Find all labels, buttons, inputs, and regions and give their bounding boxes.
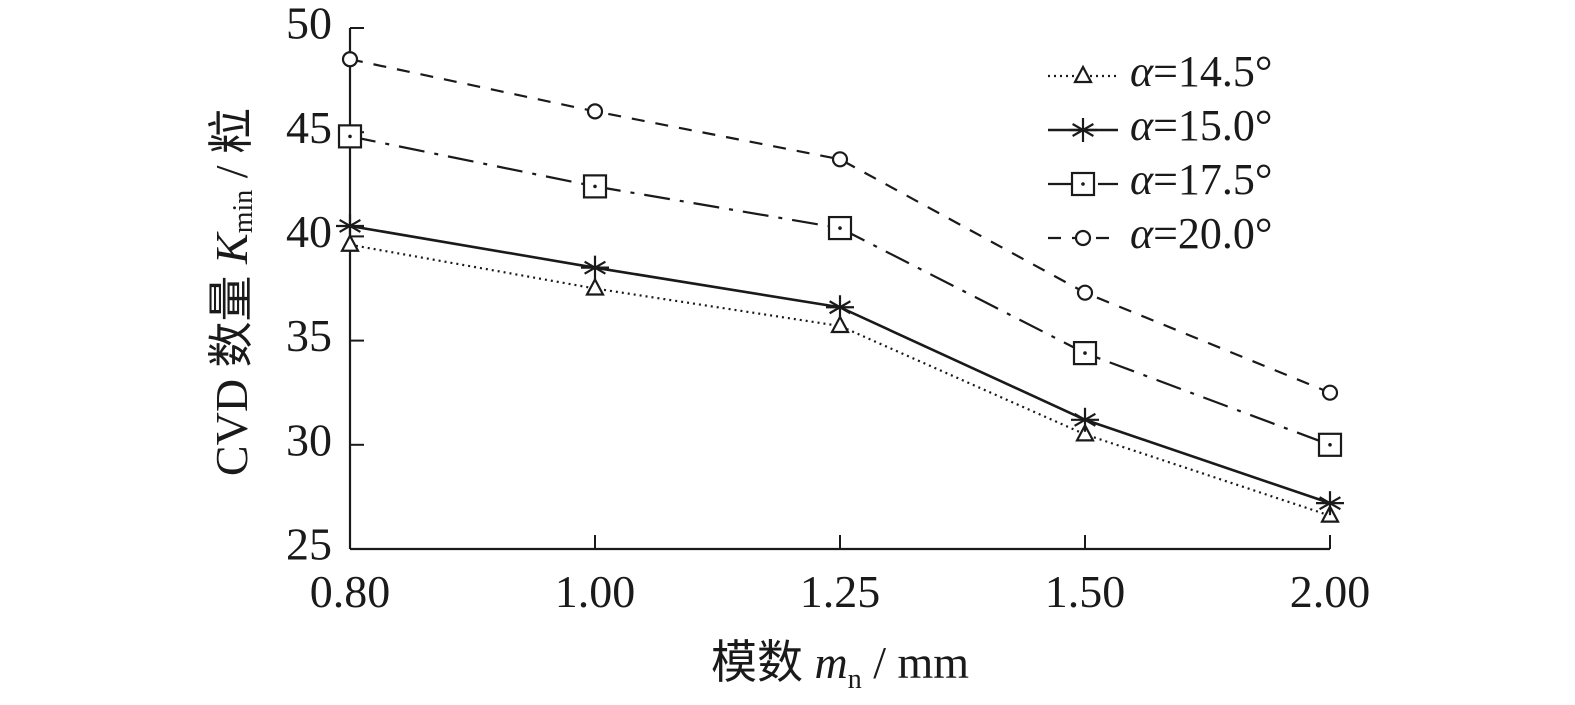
series-1-point-2 xyxy=(826,295,854,320)
series-2-point-3 xyxy=(1072,341,1098,366)
x-tick-label-1: 1.00 xyxy=(555,566,636,617)
series-line-2 xyxy=(349,135,1331,446)
series-line-3 xyxy=(349,58,1331,394)
legend-label-value-1: =15.0° xyxy=(1153,101,1272,150)
legend: α=14.5°α=15.0°α=17.5°α=20.0° xyxy=(1048,47,1273,258)
legend-marker-1 xyxy=(1069,118,1097,142)
series-2 xyxy=(337,124,1343,457)
legend-label-symbol-3: α xyxy=(1130,209,1154,258)
series-line-1 xyxy=(349,224,1331,505)
legend-marker-2 xyxy=(1070,171,1096,197)
series-0 xyxy=(340,233,1340,523)
series-line-0 xyxy=(349,243,1331,517)
series-2-point-1-dot xyxy=(593,184,597,189)
series-layer xyxy=(336,51,1344,523)
legend-label-value-3: =20.0° xyxy=(1153,209,1272,258)
series-3-point-1 xyxy=(586,103,604,120)
series-2-point-4 xyxy=(1317,432,1343,457)
y-axis-title-unit: / 粒 xyxy=(206,108,257,190)
y-tick-label-2: 35 xyxy=(286,310,332,361)
y-tick-label-4: 45 xyxy=(286,102,332,153)
series-0-point-2 xyxy=(830,314,850,334)
x-tick-label-2: 1.25 xyxy=(800,566,881,617)
series-1-point-1 xyxy=(581,255,609,280)
y-tick-label-0: 25 xyxy=(286,519,332,570)
legend-label-1: α=15.0° xyxy=(1130,101,1273,150)
legend-label-3: α=20.0° xyxy=(1130,209,1273,258)
x-axis-title-subscript: n xyxy=(848,664,862,695)
series-2-point-4-dot xyxy=(1328,443,1332,447)
series-0-point-0 xyxy=(340,233,360,252)
legend-label-symbol-2: α xyxy=(1130,155,1154,204)
legend-label-value-2: =17.5° xyxy=(1153,155,1272,204)
series-3 xyxy=(341,51,1339,401)
y-axis-title-subscript: min xyxy=(228,190,259,234)
y-axis-title-prefix: CVD 数量 xyxy=(206,264,257,476)
series-1-point-4 xyxy=(1316,491,1344,516)
y-tick-label-3: 40 xyxy=(286,206,332,257)
legend-item-0: α=14.5° xyxy=(1048,47,1273,96)
x-tick-label-3: 1.50 xyxy=(1045,566,1126,617)
x-axis-title-unit: / mm xyxy=(862,637,970,688)
series-3-point-0 xyxy=(341,51,359,68)
x-axis-title-prefix: 模数 xyxy=(711,637,815,688)
legend-label-0: α=14.5° xyxy=(1130,47,1273,96)
axes: 25 30 35 40 45 50 0.80 1.00 1.25 1.50 2.00 xyxy=(286,0,1370,617)
y-axis-title-symbol: K xyxy=(206,231,257,265)
series-3-point-2 xyxy=(831,151,849,168)
legend-label-2: α=17.5° xyxy=(1130,155,1273,204)
x-axis-title-symbol: m xyxy=(814,637,847,688)
y-tick-label-1: 30 xyxy=(286,414,332,465)
series-3-point-4 xyxy=(1321,384,1339,401)
legend-marker-3 xyxy=(1074,229,1092,247)
series-1 xyxy=(336,213,1344,516)
legend-label-value-0: =14.5° xyxy=(1153,47,1272,96)
x-tick-label-0: 0.80 xyxy=(310,566,391,617)
series-0-point-1 xyxy=(585,277,605,296)
legend-item-3: α=20.0° xyxy=(1048,209,1273,258)
legend-item-2: α=17.5° xyxy=(1048,155,1273,204)
legend-item-1: α=15.0° xyxy=(1048,101,1273,150)
legend-label-symbol-1: α xyxy=(1130,101,1154,150)
series-2-point-3-dot xyxy=(1083,351,1087,355)
series-1-point-0 xyxy=(336,213,364,238)
x-axis-title: 模数 mn / mm xyxy=(711,637,969,695)
series-2-point-0-dot xyxy=(348,134,352,139)
series-2-point-2-dot xyxy=(838,226,842,230)
legend-marker-0 xyxy=(1073,64,1093,84)
series-1-point-3 xyxy=(1071,407,1099,432)
y-tick-label-5: 50 xyxy=(286,0,332,49)
legend-label-symbol-0: α xyxy=(1130,47,1154,96)
series-3-point-3 xyxy=(1076,284,1094,301)
series-2-point-2 xyxy=(827,215,853,241)
series-2-point-0 xyxy=(337,124,363,149)
series-0-point-3 xyxy=(1075,423,1095,442)
legend-marker-2-dot xyxy=(1081,182,1085,186)
y-axis-title: CVD 数量 Kmin / 粒 xyxy=(206,108,260,476)
x-tick-label-4: 2.00 xyxy=(1290,566,1371,617)
series-2-point-1 xyxy=(582,174,608,199)
